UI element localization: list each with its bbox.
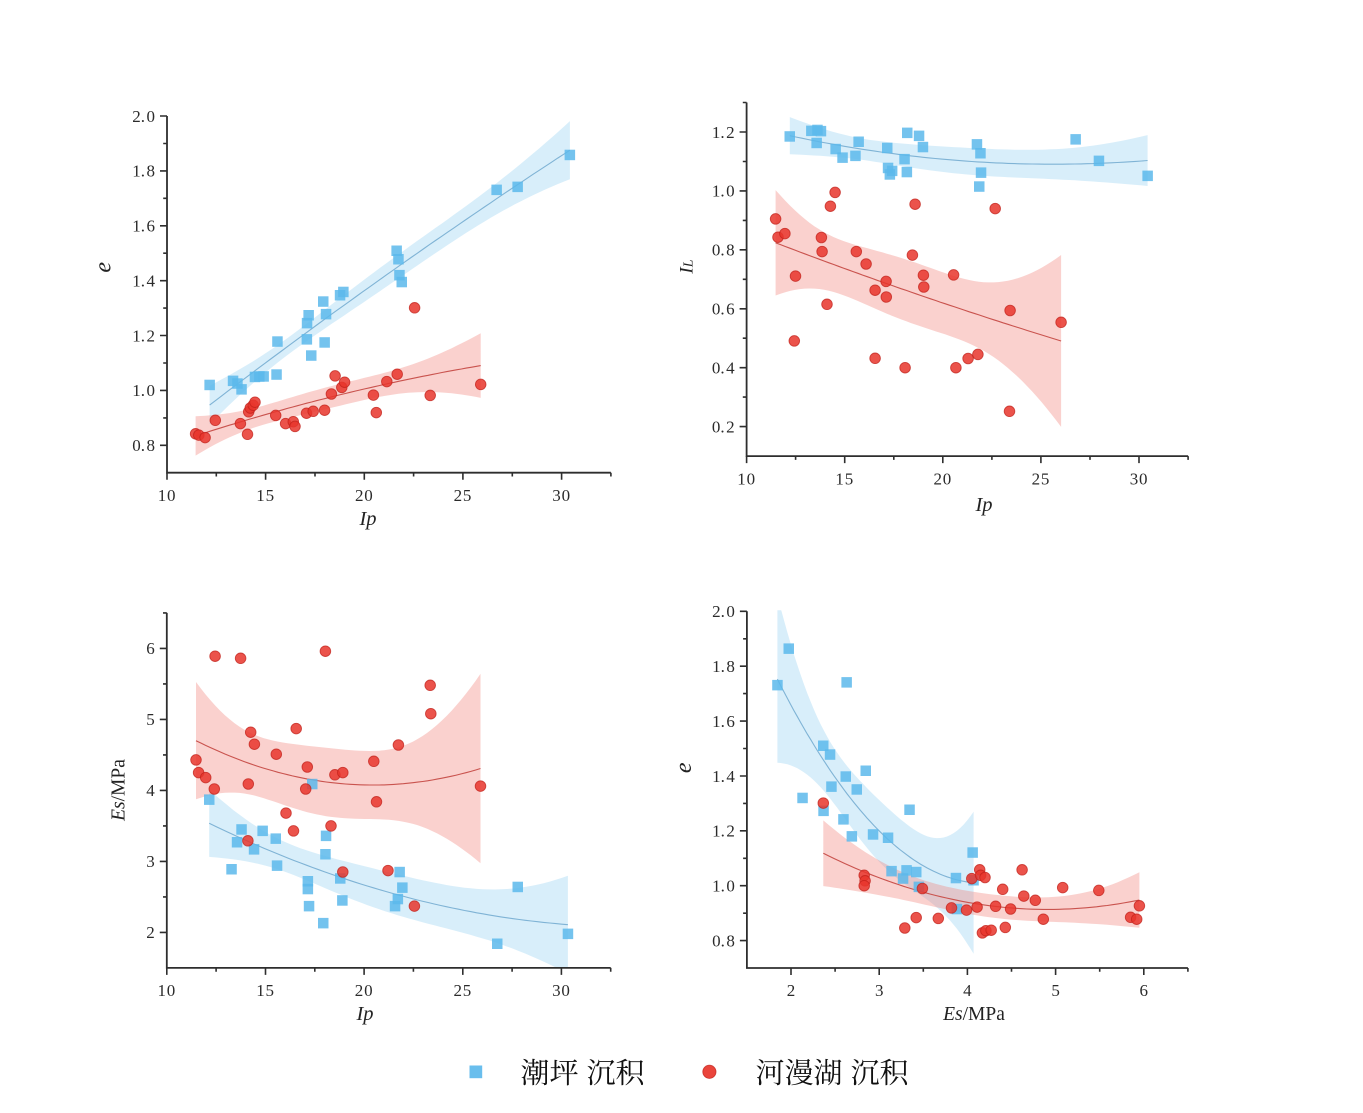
- svg-text:2: 2: [146, 923, 155, 942]
- svg-text:15: 15: [256, 981, 275, 1000]
- svg-text:0.6: 0.6: [712, 300, 735, 319]
- svg-text:1.0: 1.0: [712, 877, 735, 896]
- svg-text:30: 30: [552, 981, 571, 1000]
- svg-text:30: 30: [1130, 469, 1149, 488]
- svg-text:1.6: 1.6: [132, 217, 155, 236]
- svg-text:1.6: 1.6: [712, 712, 735, 731]
- svg-text:0.2: 0.2: [712, 417, 735, 436]
- svg-text:0.8: 0.8: [712, 241, 735, 260]
- svg-text:IL: IL: [677, 259, 698, 274]
- svg-text:25: 25: [1032, 469, 1051, 488]
- svg-text:15: 15: [256, 486, 275, 505]
- svg-text:1.4: 1.4: [712, 767, 735, 786]
- svg-text:10: 10: [737, 469, 756, 488]
- svg-text:Ip: Ip: [974, 494, 992, 516]
- svg-text:20: 20: [355, 981, 374, 1000]
- svg-text:Ip: Ip: [358, 508, 376, 530]
- svg-text:10: 10: [157, 981, 176, 1000]
- svg-text:1.4: 1.4: [132, 272, 155, 291]
- svg-text:2.0: 2.0: [712, 602, 735, 621]
- svg-text:15: 15: [835, 469, 854, 488]
- svg-text:6: 6: [146, 639, 155, 658]
- svg-text:2.0: 2.0: [132, 107, 155, 126]
- svg-text:Es/MPa: Es/MPa: [942, 1004, 1005, 1025]
- svg-text:1.0: 1.0: [132, 381, 155, 400]
- svg-text:5: 5: [146, 710, 155, 729]
- svg-text:3: 3: [875, 981, 884, 1000]
- svg-text:6: 6: [1140, 981, 1149, 1000]
- svg-text:25: 25: [454, 486, 473, 505]
- svg-text:4: 4: [146, 781, 155, 800]
- svg-text:1.2: 1.2: [132, 326, 155, 345]
- svg-text:1.8: 1.8: [712, 657, 735, 676]
- svg-text:10: 10: [158, 486, 177, 505]
- svg-text:1.8: 1.8: [132, 162, 155, 181]
- svg-text:4: 4: [963, 981, 972, 1000]
- svg-text:2: 2: [787, 981, 796, 1000]
- svg-text:0.4: 0.4: [712, 359, 735, 378]
- svg-text:0.8: 0.8: [132, 436, 155, 455]
- svg-text:20: 20: [355, 486, 374, 505]
- svg-text:3: 3: [146, 852, 155, 871]
- svg-text:Ip: Ip: [355, 1003, 373, 1025]
- svg-text:20: 20: [933, 469, 952, 488]
- svg-text:0.8: 0.8: [712, 931, 735, 950]
- svg-text:1.2: 1.2: [712, 822, 735, 841]
- svg-text:1.2: 1.2: [712, 123, 735, 142]
- svg-text:1.0: 1.0: [712, 182, 735, 201]
- svg-text:e: e: [671, 762, 697, 773]
- svg-text:Es/MPa: Es/MPa: [109, 759, 130, 822]
- svg-text:e: e: [91, 262, 117, 273]
- svg-text:5: 5: [1051, 981, 1060, 1000]
- svg-text:25: 25: [453, 981, 472, 1000]
- svg-text:30: 30: [552, 486, 571, 505]
